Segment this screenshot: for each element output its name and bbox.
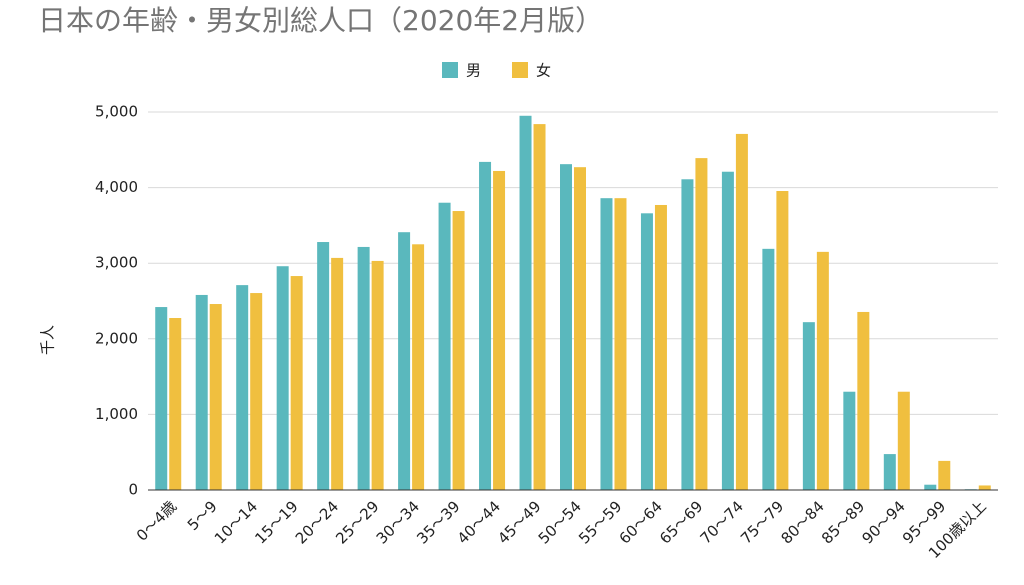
bar [169, 318, 182, 490]
bar [250, 293, 263, 490]
bar [533, 124, 546, 490]
bar [357, 246, 370, 490]
x-tick-label: 15〜19 [251, 497, 301, 547]
y-tick-label: 3,000 [95, 254, 138, 272]
y-tick-label: 1,000 [95, 405, 138, 423]
x-tick-label: 90〜94 [858, 497, 908, 547]
y-tick-label: 0 [128, 481, 138, 499]
x-tick-label: 50〜54 [535, 497, 585, 547]
bar [600, 198, 613, 490]
bar [640, 213, 653, 490]
bar [843, 391, 856, 490]
x-tick-label: 55〜59 [575, 497, 625, 547]
bar [438, 202, 451, 490]
x-tick-label: 20〜24 [292, 497, 342, 547]
y-axis-label: 千人 [39, 325, 57, 355]
x-tick-label: 35〜39 [413, 497, 463, 547]
x-tick-label: 80〜84 [778, 497, 828, 547]
y-tick-label: 5,000 [95, 103, 138, 121]
bar [371, 260, 384, 490]
x-tick-label: 5〜9 [184, 497, 221, 534]
y-tick-label: 2,000 [95, 329, 138, 347]
x-tick-label: 60〜64 [616, 497, 666, 547]
x-tick-label: 25〜29 [332, 497, 382, 547]
x-tick-label: 85〜89 [818, 497, 868, 547]
bar [317, 242, 330, 490]
bar [519, 115, 532, 490]
bar [236, 285, 249, 490]
bar [290, 276, 303, 490]
x-tick-label: 40〜44 [454, 497, 504, 547]
bar [681, 179, 694, 490]
bar [479, 161, 492, 490]
bar [735, 133, 748, 490]
bar [493, 170, 506, 490]
bar [897, 391, 910, 490]
bar [883, 454, 896, 490]
bar [924, 484, 937, 490]
bar [978, 485, 991, 490]
bar [776, 191, 789, 490]
bar [412, 244, 425, 490]
bar [398, 232, 411, 491]
legend-label: 女 [536, 62, 551, 80]
bar [195, 294, 208, 490]
legend-swatch [512, 62, 528, 78]
x-tick-label: 65〜69 [656, 497, 706, 547]
bar [560, 164, 572, 490]
y-tick-label: 4,000 [95, 178, 138, 196]
x-tick-label: 30〜34 [373, 497, 423, 547]
bar [276, 266, 289, 490]
bar [614, 198, 627, 490]
legend-label: 男 [466, 62, 481, 80]
bar [695, 158, 708, 490]
bar [452, 211, 465, 490]
chart-title: 日本の年齢・男女別総人口（2020年2月版） [38, 4, 603, 37]
bar [574, 167, 586, 491]
bar [331, 257, 344, 490]
bar [762, 248, 775, 490]
x-tick-label: 10〜14 [211, 497, 261, 547]
bar [802, 322, 815, 490]
x-tick-label: 70〜74 [697, 497, 747, 547]
bar [857, 311, 870, 490]
bar [816, 251, 829, 490]
x-tick-label: 0〜4歳 [133, 497, 180, 544]
bar [209, 304, 222, 490]
bar [721, 171, 734, 490]
legend-swatch [442, 62, 458, 78]
x-tick-label: 45〜49 [494, 497, 544, 547]
x-tick-label: 75〜79 [737, 497, 787, 547]
bar [654, 204, 667, 490]
bar [938, 460, 951, 490]
bar [155, 307, 168, 490]
